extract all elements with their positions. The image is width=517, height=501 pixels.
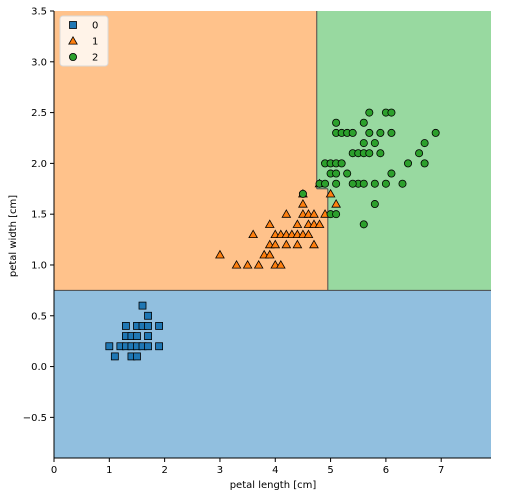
x-tick-label: 6 bbox=[383, 465, 389, 476]
data-point-class-2 bbox=[365, 128, 374, 137]
data-point-class-2 bbox=[381, 179, 390, 188]
data-point-class-2 bbox=[365, 149, 374, 158]
x-tick-label: 4 bbox=[272, 465, 278, 476]
data-point-class-2 bbox=[370, 200, 379, 209]
data-point-class-0 bbox=[105, 342, 114, 351]
data-point-class-2 bbox=[404, 159, 413, 168]
data-point-class-0 bbox=[138, 301, 147, 310]
data-point-class-1 bbox=[264, 249, 275, 259]
data-point-class-0 bbox=[144, 342, 152, 351]
y-tick-label: 0.5 bbox=[31, 311, 47, 322]
data-point-class-2 bbox=[387, 169, 396, 178]
data-point-class-1 bbox=[242, 259, 253, 269]
data-point-class-2 bbox=[359, 139, 368, 148]
x-axis-label: petal length [cm] bbox=[230, 480, 317, 491]
x-tick-label: 3 bbox=[217, 465, 223, 476]
data-point-class-1 bbox=[264, 219, 275, 228]
data-point-class-2 bbox=[359, 220, 368, 229]
legend-marker-1 bbox=[68, 35, 78, 45]
legend-label-1: 1 bbox=[92, 37, 98, 48]
x-tick-label: 0 bbox=[51, 465, 57, 476]
data-point-class-2 bbox=[387, 108, 396, 117]
data-point-class-2 bbox=[415, 149, 424, 158]
y-tick-label: 0.0 bbox=[31, 362, 47, 373]
data-point-class-2 bbox=[348, 128, 357, 137]
data-point-class-0 bbox=[144, 311, 152, 320]
data-point-class-0 bbox=[155, 342, 164, 351]
data-point-class-2 bbox=[376, 128, 385, 137]
y-tick-label: 3.0 bbox=[31, 57, 47, 68]
data-point-class-2 bbox=[398, 179, 407, 188]
legend-marker-0 bbox=[69, 21, 77, 29]
data-point-class-0 bbox=[155, 322, 164, 330]
data-point-class-0 bbox=[144, 322, 152, 330]
data-point-class-2 bbox=[321, 179, 330, 188]
data-point-class-2 bbox=[420, 139, 429, 148]
legend-box bbox=[59, 15, 109, 67]
data-point-class-1 bbox=[309, 239, 319, 249]
data-point-class-2 bbox=[387, 128, 396, 137]
data-point-class-1 bbox=[292, 219, 303, 228]
y-axis-label: petal width [cm] bbox=[8, 195, 19, 277]
data-point-class-2 bbox=[348, 179, 357, 188]
data-point-class-0 bbox=[144, 332, 152, 340]
y-tick-label: 1.0 bbox=[31, 260, 47, 271]
data-point-class-1 bbox=[292, 239, 303, 249]
data-point-class-1 bbox=[309, 209, 319, 218]
x-tick-label: 2 bbox=[161, 465, 167, 476]
legend-label-0: 0 bbox=[92, 21, 98, 32]
data-point-class-0 bbox=[122, 322, 130, 330]
data-point-class-1 bbox=[298, 199, 308, 208]
data-point-class-2 bbox=[376, 149, 385, 158]
x-tick-label: 5 bbox=[327, 465, 333, 476]
x-tick-label: 7 bbox=[438, 465, 444, 476]
data-point-class-1 bbox=[303, 229, 314, 239]
data-point-class-2 bbox=[332, 169, 341, 178]
y-tick-label: 2.5 bbox=[31, 108, 47, 119]
scatter-points bbox=[105, 108, 440, 361]
data-point-class-2 bbox=[365, 108, 374, 117]
legend-marker-2 bbox=[69, 53, 78, 62]
data-point-class-2 bbox=[343, 169, 352, 178]
axes: 0 1 2 3 4 5 6 7 −0.5 0.0 0.5 1.0 1.5 2.0 2.5 3.0 3.5 bbox=[23, 7, 491, 476]
data-point-class-1 bbox=[314, 219, 325, 228]
data-point-class-1 bbox=[215, 249, 225, 259]
decision-region-class-2 bbox=[316, 11, 491, 189]
data-point-class-1 bbox=[331, 199, 342, 208]
data-point-class-2 bbox=[420, 159, 429, 168]
legend: 0 1 2 bbox=[59, 15, 109, 67]
x-tick-label: 1 bbox=[106, 465, 112, 476]
data-point-class-2 bbox=[332, 118, 341, 127]
y-tick-label: 1.5 bbox=[31, 210, 47, 221]
data-point-class-0 bbox=[110, 352, 119, 361]
data-point-class-1 bbox=[281, 239, 292, 249]
data-point-class-1 bbox=[275, 259, 286, 269]
decision-region-class-1 bbox=[316, 188, 328, 291]
data-point-class-1 bbox=[325, 188, 336, 198]
decision-region-class-0 bbox=[54, 290, 491, 458]
data-point-class-0 bbox=[133, 332, 141, 340]
y-tick-label: −0.5 bbox=[23, 413, 47, 424]
data-point-class-1 bbox=[231, 259, 242, 269]
data-point-class-2 bbox=[332, 179, 341, 188]
data-point-class-2 bbox=[359, 118, 368, 127]
legend-label-2: 2 bbox=[92, 53, 98, 64]
y-tick-label: 3.5 bbox=[31, 7, 47, 18]
data-point-class-1 bbox=[248, 229, 259, 239]
decision-region-class-2 bbox=[327, 188, 491, 291]
data-point-class-2 bbox=[370, 179, 379, 188]
data-point-class-2 bbox=[431, 128, 440, 137]
data-point-class-2 bbox=[359, 179, 368, 188]
data-point-class-1 bbox=[253, 259, 264, 269]
data-point-class-2 bbox=[370, 139, 379, 148]
data-point-class-2 bbox=[298, 189, 307, 198]
data-point-class-0 bbox=[133, 352, 141, 361]
y-tick-label: 2.0 bbox=[31, 159, 47, 170]
data-point-class-1 bbox=[270, 239, 281, 249]
decision-boundaries bbox=[54, 11, 491, 291]
data-point-class-2 bbox=[337, 159, 346, 168]
data-point-class-1 bbox=[281, 209, 292, 218]
data-point-class-2 bbox=[332, 210, 341, 219]
